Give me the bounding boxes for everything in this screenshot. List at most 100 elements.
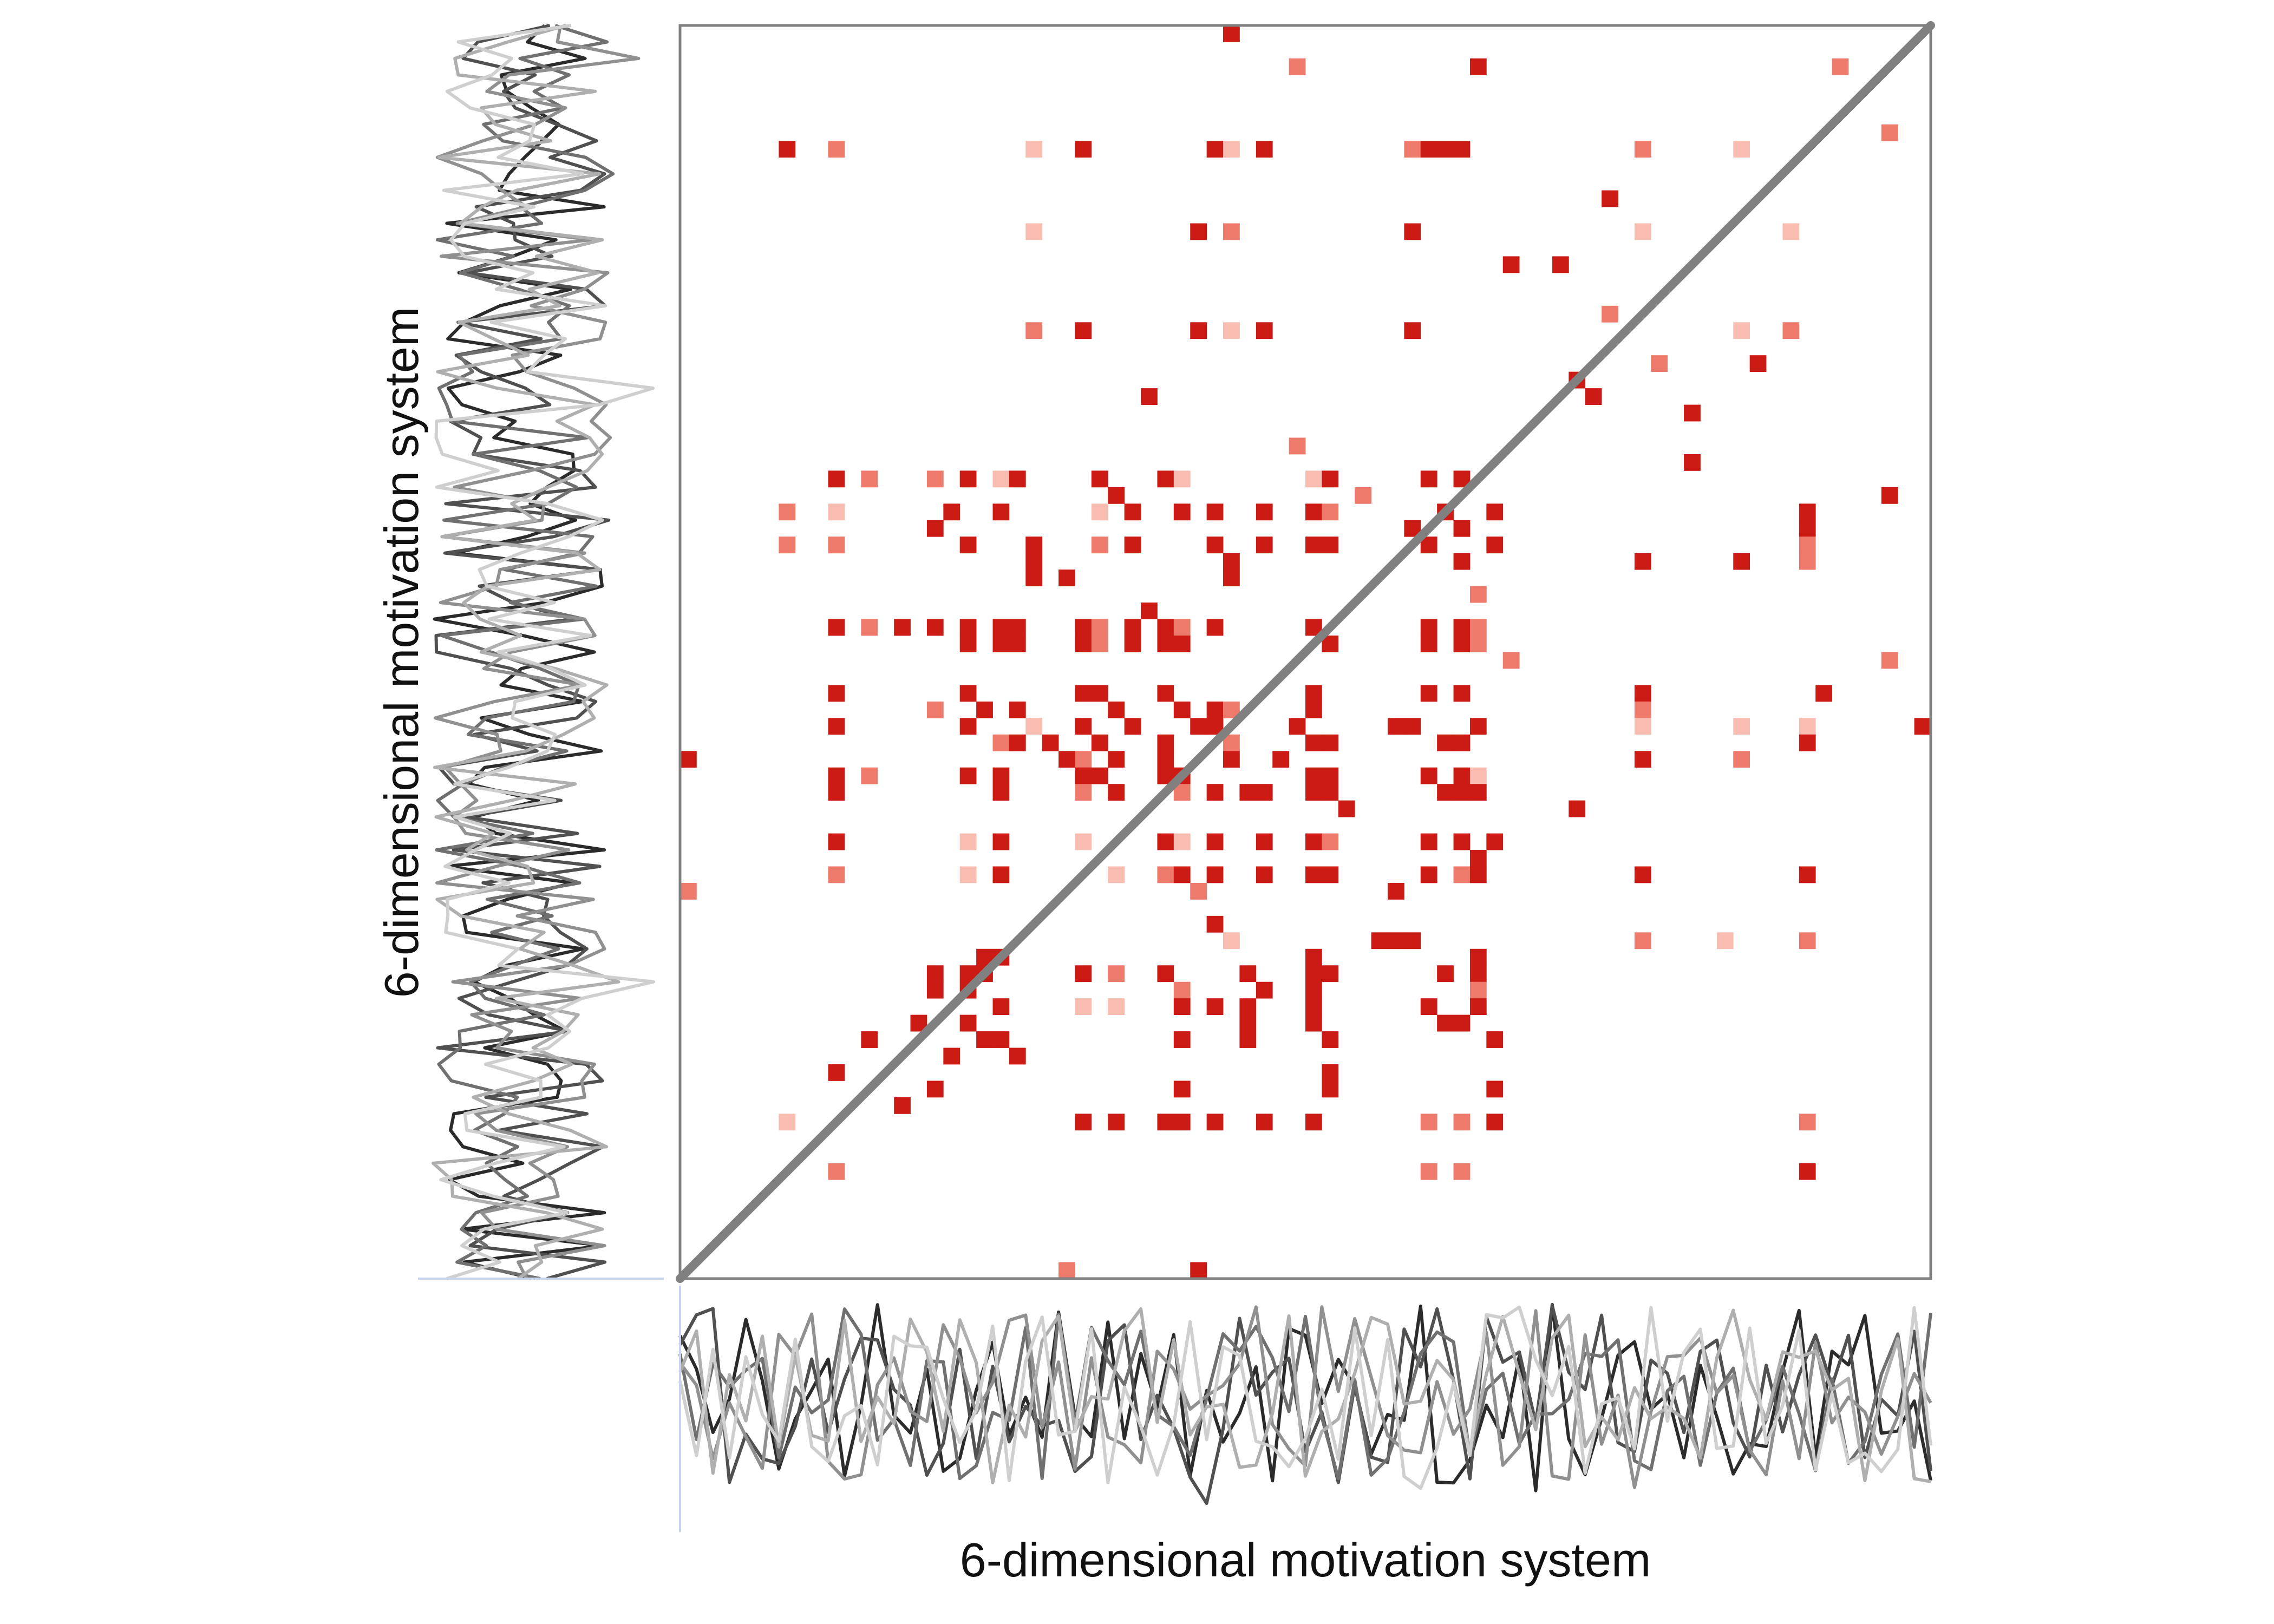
heatmap-cell — [1173, 1114, 1191, 1131]
heatmap-cell — [1108, 487, 1125, 504]
heatmap-cell — [1173, 833, 1191, 850]
heatmap-cell — [828, 767, 845, 784]
heatmap-cell — [861, 767, 878, 784]
heatmap-cell — [1091, 619, 1108, 636]
heatmap-cell — [1009, 619, 1026, 636]
heatmap-cell — [1108, 866, 1125, 883]
heatmap-cell — [1305, 784, 1322, 801]
heatmap-cell — [779, 503, 796, 521]
heatmap-cell — [1075, 1114, 1092, 1131]
heatmap-cell — [1387, 932, 1404, 949]
heatmap-cell — [1305, 734, 1322, 751]
heatmap-cell — [1799, 553, 1816, 570]
heatmap-cell — [1157, 734, 1174, 751]
heatmap-cell — [1469, 948, 1487, 966]
heatmap-cell — [1239, 998, 1257, 1016]
heatmap-cell — [1420, 619, 1437, 636]
heatmap-cell — [1157, 965, 1174, 983]
heatmap-cell — [1075, 636, 1092, 652]
heatmap-cell — [1223, 553, 1240, 570]
heatmap-cell — [1502, 652, 1520, 669]
heatmap-cell — [828, 141, 845, 158]
heatmap-cell — [1305, 701, 1322, 718]
heatmap-cell — [1206, 141, 1224, 158]
heatmap-cell — [1009, 636, 1026, 652]
heatmap-cell — [1881, 487, 1898, 504]
heatmap-cell — [1502, 256, 1520, 273]
heatmap-cell — [1453, 685, 1471, 702]
heatmap-cell — [894, 619, 911, 636]
heatmap-cell — [1881, 124, 1898, 141]
heatmap-cell — [1322, 784, 1339, 801]
heatmap-cell — [1832, 58, 1849, 75]
heatmap-cell — [1322, 1031, 1339, 1048]
heatmap-cell — [1322, 965, 1339, 983]
heatmap-cell — [1223, 141, 1240, 158]
heatmap-cell — [861, 619, 878, 636]
heatmap-cell — [943, 503, 960, 521]
heatmap-cell — [959, 619, 977, 636]
heatmap-cell — [1799, 520, 1816, 537]
heatmap-cell — [1799, 1163, 1816, 1180]
heatmap-cell — [1469, 866, 1487, 883]
heatmap-cell — [1206, 784, 1224, 801]
heatmap-cell — [1322, 503, 1339, 521]
heatmap-cell — [1190, 1262, 1207, 1279]
heatmap-cell — [1799, 734, 1816, 751]
heatmap-cell — [1420, 141, 1437, 158]
heatmap-cell — [1453, 784, 1471, 801]
bottom-marginal-series-line — [678, 1305, 1932, 1490]
heatmap-cell — [976, 1031, 993, 1048]
heatmap-cell — [1799, 866, 1816, 883]
heatmap-cell — [1256, 784, 1273, 801]
heatmap-cell — [1305, 1014, 1322, 1032]
heatmap-cell — [1914, 718, 1931, 735]
heatmap-cell — [828, 718, 845, 735]
heatmap-cell — [1404, 932, 1421, 949]
heatmap-cell — [1091, 767, 1108, 784]
heatmap-cell — [1634, 685, 1651, 702]
heatmap-cell — [1190, 223, 1207, 240]
heatmap-cells — [680, 25, 1931, 1279]
heatmap-cell — [828, 784, 845, 801]
heatmap-cell — [1585, 388, 1602, 405]
heatmap-cell — [1173, 619, 1191, 636]
heatmap-cell — [959, 833, 977, 850]
heatmap-cell — [1289, 58, 1306, 75]
heatmap-cell — [1437, 965, 1454, 983]
heatmap-cell — [1651, 355, 1668, 372]
heatmap-cell — [1420, 1114, 1437, 1131]
heatmap-cell — [1322, 833, 1339, 850]
heatmap-cell — [1437, 141, 1454, 158]
heatmap-cell — [1355, 487, 1371, 504]
heatmap-cell — [1025, 536, 1043, 554]
heatmap-cell — [1272, 751, 1289, 768]
heatmap-cell — [1157, 1114, 1174, 1131]
heatmap-cell — [1404, 223, 1421, 240]
heatmap-cell — [1469, 767, 1487, 784]
heatmap-cell — [1256, 322, 1273, 339]
heatmap-cell — [1469, 965, 1487, 983]
heatmap-cell — [1206, 998, 1224, 1016]
heatmap-cell — [1009, 734, 1026, 751]
heatmap-cell — [1206, 833, 1224, 850]
heatmap-cell — [1815, 685, 1833, 702]
heatmap-cell — [1091, 636, 1108, 652]
heatmap-cell — [1239, 1031, 1257, 1048]
heatmap-cell — [680, 751, 697, 768]
heatmap-cell — [1075, 751, 1092, 768]
heatmap-cell — [1009, 470, 1026, 488]
heatmap-cell — [1256, 866, 1273, 883]
heatmap-cell — [1305, 767, 1322, 784]
heatmap-cell — [1305, 503, 1322, 521]
heatmap-cell — [992, 767, 1010, 784]
heatmap-cell — [959, 636, 977, 652]
heatmap-cell — [1733, 322, 1750, 339]
heatmap-cell — [1058, 1262, 1075, 1279]
heatmap-cell — [1157, 636, 1174, 652]
heatmap-cell — [1799, 718, 1816, 735]
heatmap-cell — [1009, 701, 1026, 718]
heatmap-cell — [1453, 734, 1471, 751]
heatmap-cell — [1289, 718, 1306, 735]
